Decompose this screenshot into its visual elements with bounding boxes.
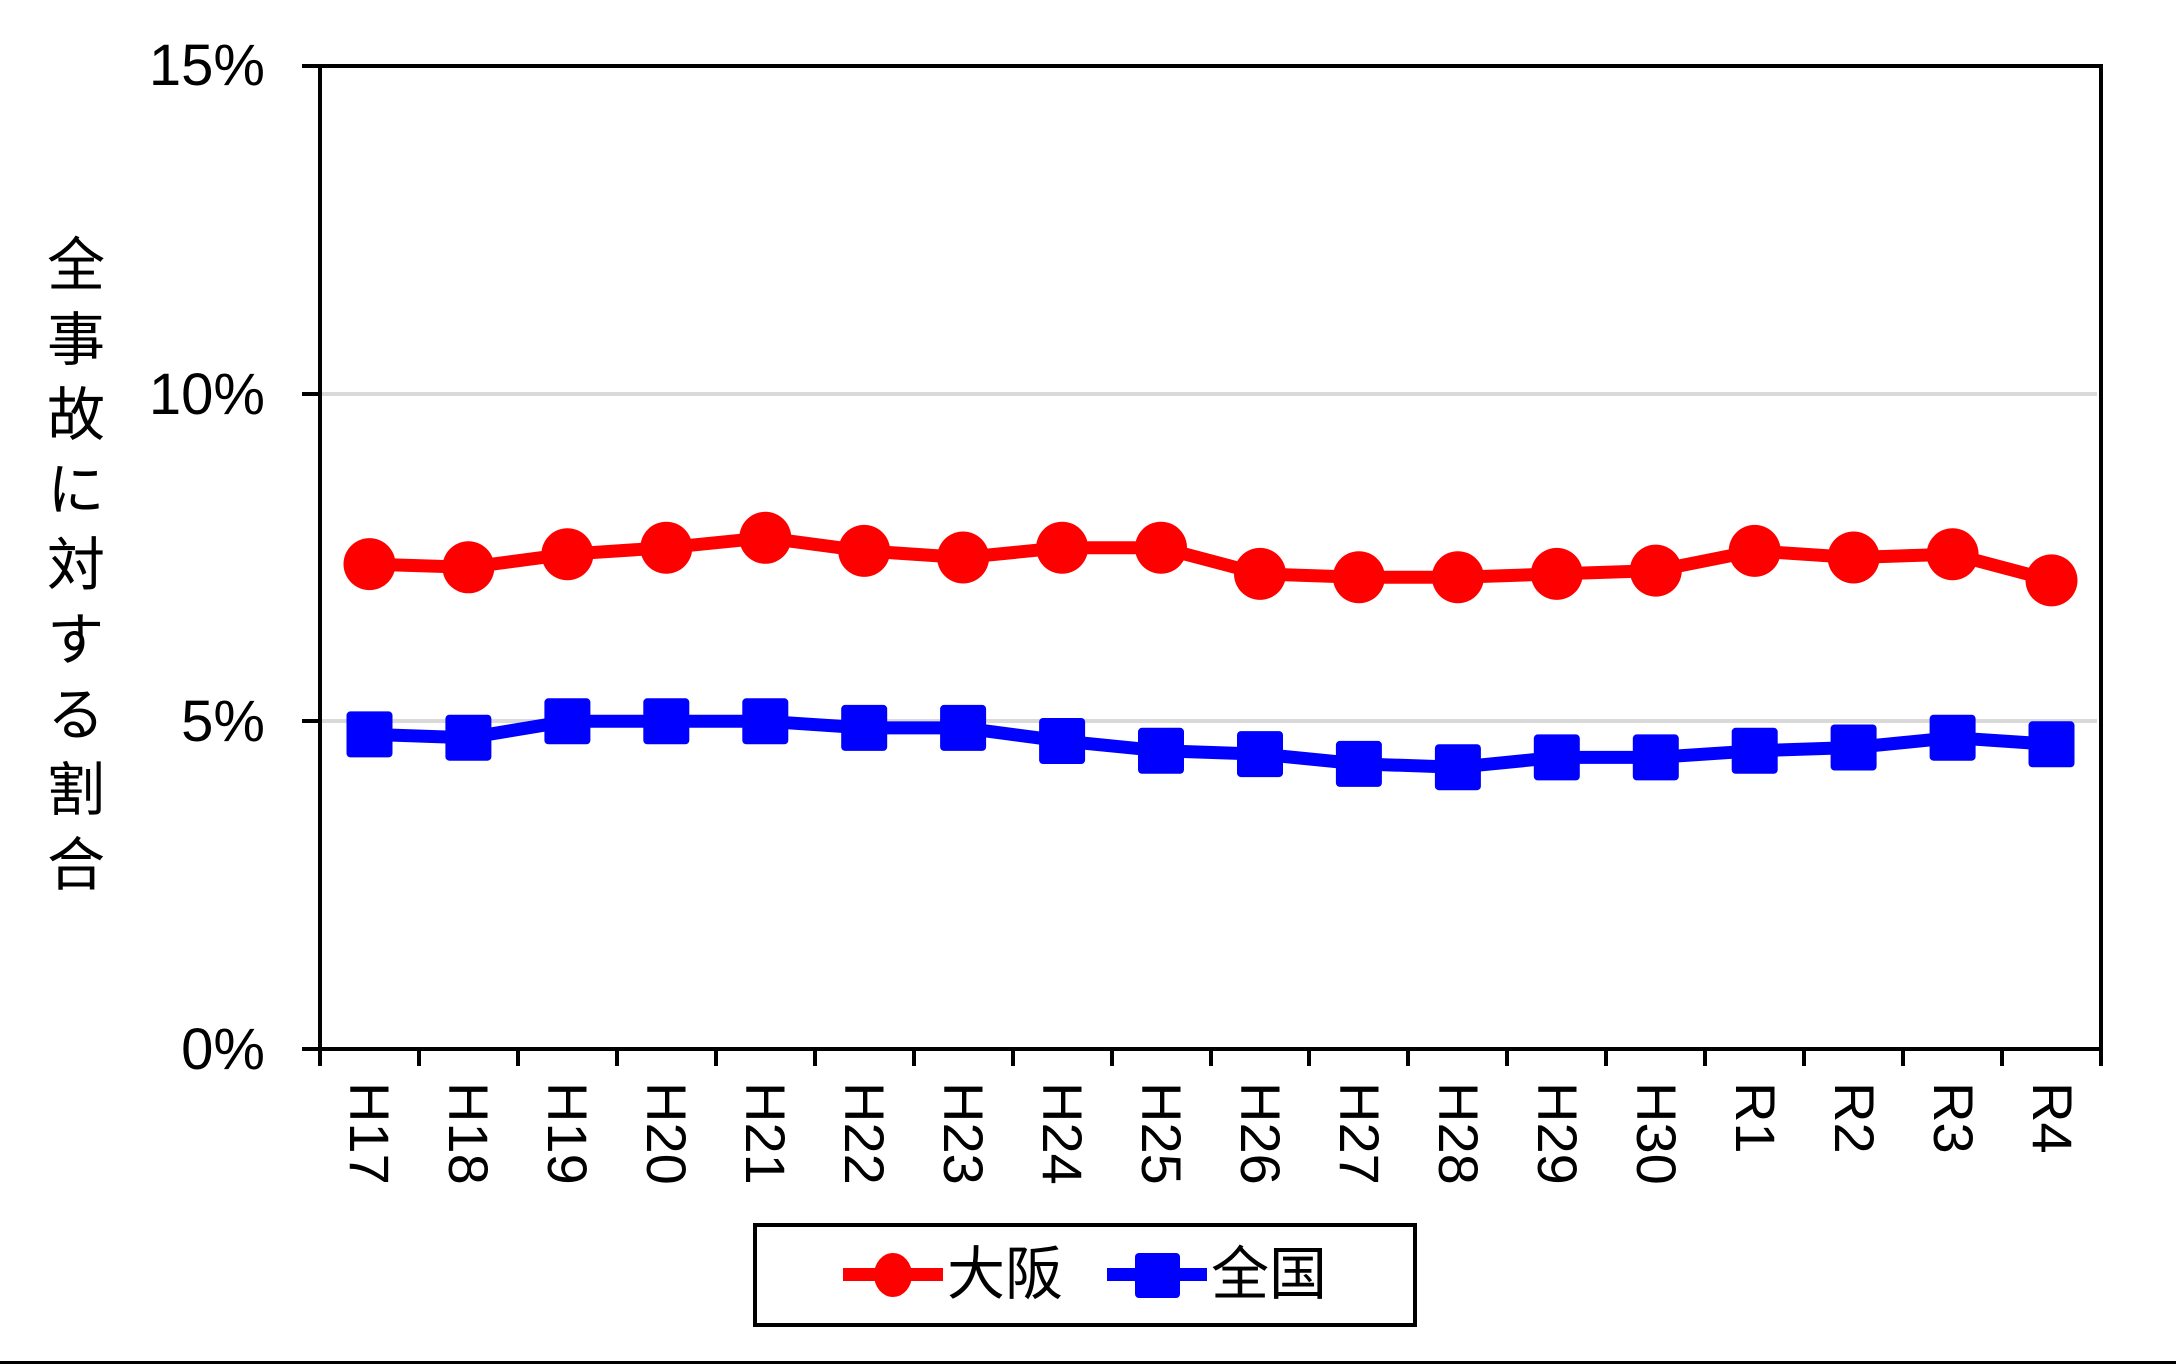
legend-item-osaka: 大阪 — [842, 1242, 1063, 1307]
legend-label-osaka: 大阪 — [946, 1242, 1063, 1307]
y-tick-label-15: 15% — [148, 33, 265, 98]
y-tick-mark — [302, 1047, 320, 1051]
legend-box: 大阪 全国 — [753, 1223, 1417, 1327]
x-tick-mark — [1208, 1049, 1213, 1066]
y-tick-label-5: 5% — [181, 689, 265, 754]
x-tick-mark — [1010, 1049, 1015, 1066]
osaka-circle-marker-icon — [842, 1249, 943, 1301]
y-tick-label-0: 0% — [181, 1017, 265, 1082]
legend-item-zenkoku: 全国 — [1107, 1245, 1327, 1305]
x-tick-mark — [2000, 1049, 2005, 1066]
x-tick-mark — [1703, 1049, 1708, 1066]
x-tick-mark — [1406, 1049, 1411, 1066]
x-tick-mark — [1109, 1049, 1114, 1066]
zenkoku-square-marker-icon — [1107, 1249, 1207, 1301]
x-tick-mark — [1505, 1049, 1510, 1066]
plot-frame — [318, 64, 2103, 1051]
x-tick-mark — [713, 1049, 718, 1066]
gridline-10pct — [322, 391, 2097, 396]
x-tick-mark — [911, 1049, 916, 1066]
x-tick-mark — [2099, 1049, 2103, 1066]
x-tick-mark — [1901, 1049, 1906, 1066]
x-tick-mark — [416, 1049, 421, 1066]
x-tick-mark — [515, 1049, 520, 1066]
y-tick-mark — [302, 719, 320, 724]
y-tick-mark — [302, 64, 320, 68]
x-tick-mark — [318, 1049, 322, 1066]
x-tick-mark — [614, 1049, 619, 1066]
x-tick-mark — [1307, 1049, 1312, 1066]
y-tick-mark — [302, 391, 320, 396]
y-tick-label-10: 10% — [148, 362, 265, 427]
x-tick-mark — [1802, 1049, 1807, 1066]
y-axis-title: 全事故に対する割合 — [38, 234, 103, 909]
x-tick-mark — [812, 1049, 817, 1066]
legend-label-zenkoku: 全国 — [1211, 1242, 1328, 1307]
bottom-rule — [0, 1361, 2176, 1364]
x-tick-mark — [1604, 1049, 1609, 1066]
